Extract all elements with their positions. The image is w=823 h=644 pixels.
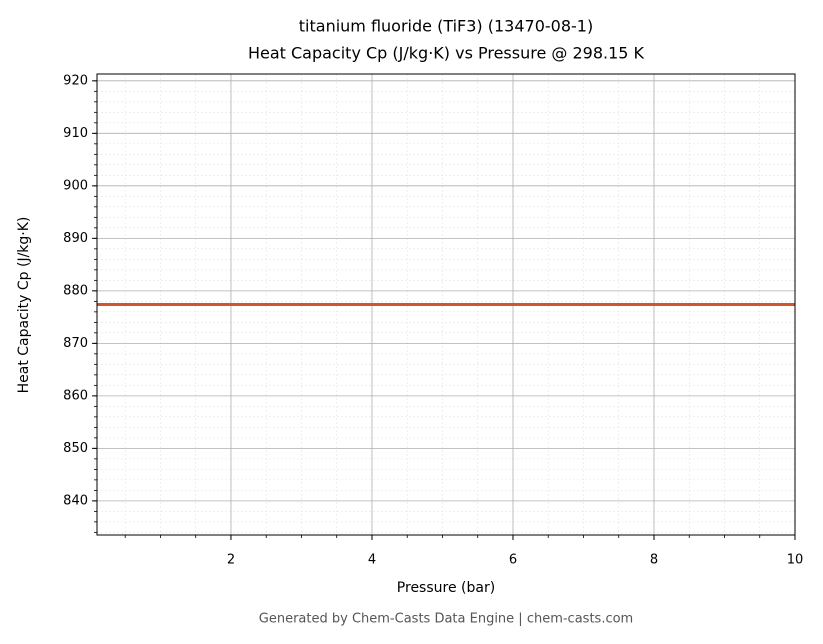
y-tick-label: 880: [63, 283, 88, 298]
plot-frame: [96, 73, 796, 536]
footer: Generated by Chem-Casts Data Engine | ch…: [259, 612, 633, 627]
chart-title: titanium fluoride (TiF3) (13470-08-1): [299, 17, 593, 36]
y-tick-label: 920: [63, 73, 88, 88]
y-axis-label: Heat Capacity Cp (J/kg·K): [16, 217, 32, 394]
x-tick-label: 2: [227, 553, 235, 568]
x-tick-label: 6: [509, 553, 517, 568]
y-tick-label: 850: [63, 441, 88, 456]
x-tick-label: 8: [650, 553, 658, 568]
x-tick-label: 10: [787, 553, 804, 568]
y-tick-label: 900: [63, 178, 88, 193]
y-tick-label: 910: [63, 126, 88, 141]
x-axis-label: Pressure (bar): [397, 580, 495, 596]
y-tick-label: 860: [63, 388, 88, 403]
y-tick-label: 870: [63, 336, 88, 351]
y-tick-label: 890: [63, 231, 88, 246]
chart-subtitle: Heat Capacity Cp (J/kg·K) vs Pressure @ …: [248, 44, 645, 63]
x-tick-label: 4: [368, 553, 376, 568]
y-tick-label: 840: [63, 493, 88, 508]
